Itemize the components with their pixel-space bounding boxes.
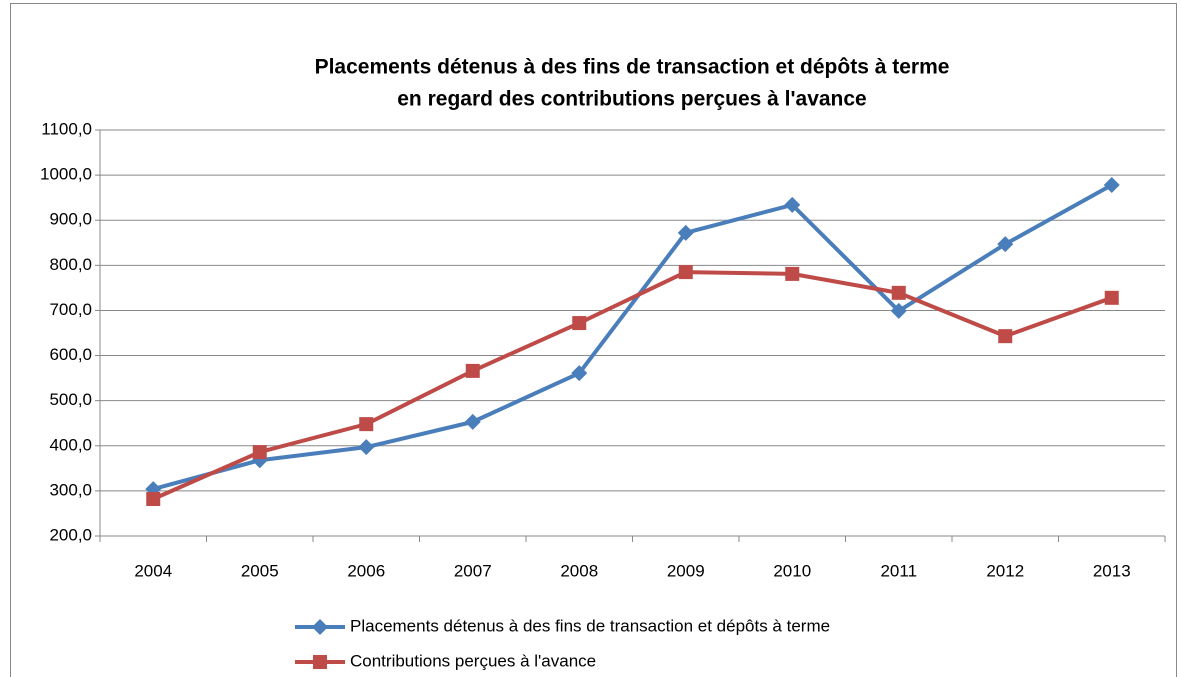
x-tick-label: 2013: [1093, 561, 1131, 580]
data-point: [891, 285, 906, 300]
data-point: [890, 302, 907, 319]
y-tick-label: 1000,0: [40, 165, 92, 184]
y-tick-label: 200,0: [49, 525, 92, 544]
data-point: [1103, 177, 1120, 194]
chart-title: Placements détenus à des fins de transac…: [315, 56, 950, 79]
series-line: [152, 183, 1113, 492]
legend-marker: [313, 655, 327, 669]
y-tick-label: 600,0: [49, 345, 92, 364]
data-point: [785, 266, 800, 281]
x-tick-label: 2009: [667, 561, 705, 580]
y-tick-label: 500,0: [49, 390, 92, 409]
legend-label: Placements détenus à des fins de transac…: [350, 616, 830, 635]
data-point: [572, 316, 587, 331]
data-point: [571, 365, 588, 382]
y-tick-label: 700,0: [49, 300, 92, 319]
data-point: [358, 439, 375, 456]
y-tick-label: 800,0: [49, 255, 92, 274]
data-point: [784, 196, 801, 213]
chart-border: [10, 3, 1177, 677]
chart-title: en regard des contributions perçues à l'…: [397, 88, 867, 111]
x-tick-label: 2007: [454, 561, 492, 580]
x-tick-label: 2008: [560, 561, 598, 580]
data-point: [146, 492, 161, 507]
legend-marker: [312, 619, 328, 635]
series-line: [152, 270, 1113, 501]
data-point: [464, 413, 481, 430]
x-tick-label: 2004: [134, 561, 172, 580]
data-point: [997, 236, 1014, 253]
x-tick-label: 2010: [773, 561, 811, 580]
x-tick-label: 2006: [347, 561, 385, 580]
y-tick-label: 400,0: [49, 435, 92, 454]
data-point: [359, 417, 374, 432]
y-tick-label: 1100,0: [41, 119, 92, 138]
x-tick-label: 2005: [241, 561, 279, 580]
legend-label: Contributions perçues à l'avance: [350, 651, 596, 670]
data-point: [677, 224, 694, 241]
x-tick-label: 2011: [880, 561, 917, 580]
data-point: [678, 265, 693, 280]
y-tick-label: 900,0: [49, 210, 92, 229]
data-point: [998, 329, 1013, 344]
data-point: [1104, 290, 1119, 305]
y-tick-label: 300,0: [49, 480, 92, 499]
data-point: [465, 363, 480, 378]
data-point: [252, 445, 267, 460]
x-tick-label: 2012: [986, 561, 1024, 580]
